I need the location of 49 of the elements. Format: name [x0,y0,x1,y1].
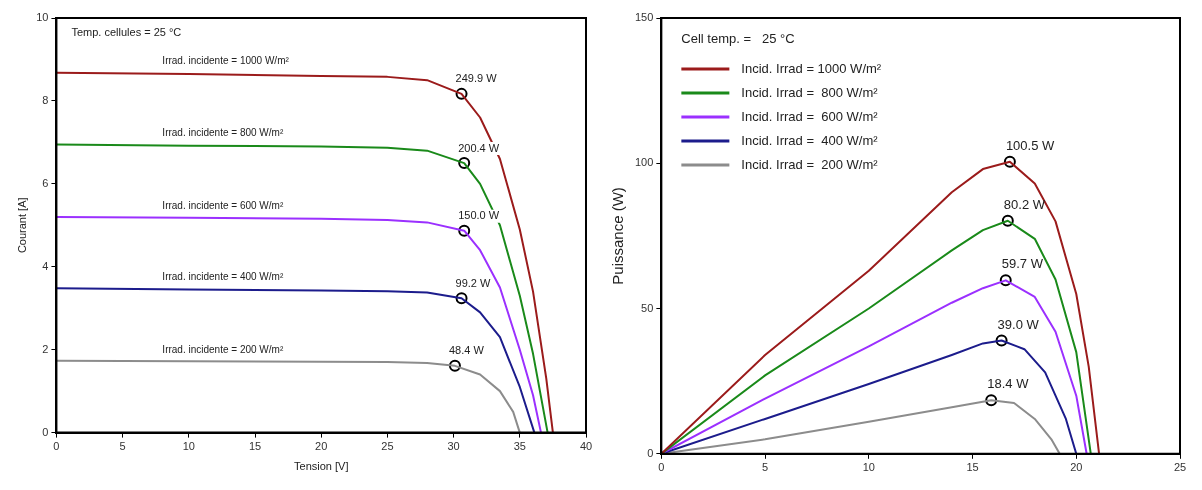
legend-label: Incid. Irrad = 200 W/m² [741,157,879,173]
series-label: Irrad. incidente = 600 W/m² [162,199,284,211]
x-tick-label: 15 [966,461,979,474]
annotation: 200.4 W [458,141,500,154]
series-label: Irrad. incidente = 800 W/m² [162,127,284,139]
annotation: Temp. cellules = 25 °C [71,25,182,38]
x-tick-label: 5 [762,461,769,474]
annotation: 150.0 W [458,209,500,222]
data-label: 59.7 W [1001,256,1044,272]
x-tick-label: 10 [182,440,195,453]
legend-title: Cell temp. = 25 °C [681,31,795,47]
y-tick-label: 6 [42,176,49,189]
x-tick-label: 25 [381,440,394,453]
x-tick-label: 0 [658,461,665,474]
annotation: 99.2 W [455,276,492,289]
annotation: 48.4 W [448,344,485,357]
x-tick-label: 40 [579,440,593,453]
x-tick-label: 30 [447,440,460,453]
y-tick-label: 100 [634,156,654,169]
y-tick-label: 8 [42,93,49,106]
x-tick-label: 35 [513,440,526,453]
y-tick-label: 50 [641,301,654,314]
data-label: 100.5 W [1005,137,1056,153]
legend-label: Incid. Irrad = 600 W/m² [741,109,879,125]
y-tick-label: 10 [36,11,49,24]
x-tick-label: 20 [315,440,328,453]
x-tick-label: 25 [1173,461,1187,474]
y-tick-label: 0 [42,425,49,438]
y-tick-label: 4 [42,259,49,272]
x-tick-label: 15 [248,440,262,453]
x-axis-title: Tension [V] [294,460,349,473]
legend-label: Incid. Irrad = 1000 W/m² [741,61,882,77]
data-label: 39.0 W [997,316,1040,332]
series-label: Irrad. incidente = 200 W/m² [162,343,284,355]
legend-label: Incid. Irrad = 800 W/m² [741,85,879,101]
y-axis-title: Puissance (W) [609,187,627,285]
series-label: Irrad. incidente = 1000 W/m² [162,55,290,67]
x-tick-label: 5 [119,440,126,453]
data-label: 80.2 W [1003,196,1046,212]
x-tick-label: 20 [1070,461,1083,474]
annotation: 249.9 W [455,72,498,85]
data-label: 18.4 W [987,376,1030,392]
series-label: Irrad. incidente = 400 W/m² [162,271,284,283]
y-tick-label: 150 [634,11,654,24]
legend-label: Incid. Irrad = 400 W/m² [741,133,879,149]
y-tick-label: 2 [42,342,49,355]
x-tick-label: 0 [53,440,60,453]
x-tick-label: 10 [862,461,875,474]
y-axis-title: Courant [A] [15,197,28,254]
